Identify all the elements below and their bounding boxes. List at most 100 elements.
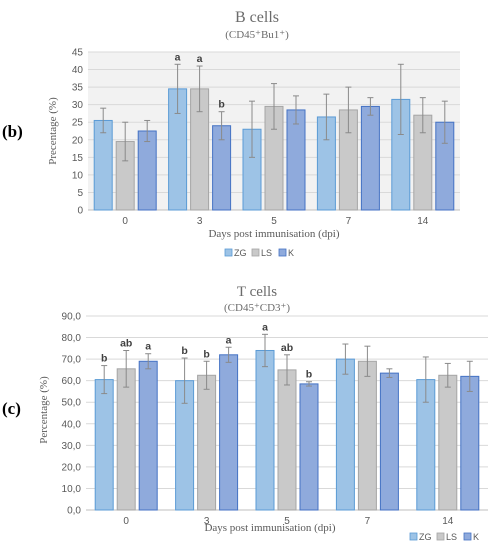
chart-c-ylabel: Percentage (%) [38, 376, 50, 444]
chart-b-category-label: 0 [122, 216, 128, 227]
chart-c-legend-label-k: K [473, 532, 479, 542]
chart-c-ytick-label: 40,0 [62, 419, 82, 430]
chart-b-error-bar [345, 86, 352, 134]
chart-c-bar-zg [255, 349, 275, 511]
chart-c-error-bar [262, 333, 268, 368]
chart-c-error-bar [101, 365, 108, 395]
chart-b-ylabel: Precentage (%) [47, 97, 59, 165]
chart-b-ytick-label: 40 [72, 65, 84, 76]
chart-b-error-bar [367, 97, 374, 116]
chart-b-ytick-label: 45 [72, 48, 84, 59]
chart-b-category-label: 7 [346, 216, 352, 227]
chart-c-significance-label: b [101, 353, 107, 365]
chart-c-significance-label: a [226, 334, 232, 346]
chart-b-bar-k [286, 109, 306, 211]
chart-b-error-bar [419, 97, 426, 134]
chart-b-ytick-label: 15 [72, 153, 84, 164]
chart-c-significance-label: b [306, 369, 312, 381]
chart-b-legend-label-k: K [288, 248, 294, 258]
chart-c-panel-label: (c) [2, 399, 21, 418]
chart-c-legend-label-zg: ZG [419, 532, 432, 542]
chart-c-legend-swatch-ls [436, 532, 445, 541]
chart-b-category-label: 3 [197, 216, 203, 227]
chart-c-bar-k [299, 383, 319, 511]
chart-c-ytick-label: 20,0 [62, 462, 82, 473]
chart-b-error-bar [196, 65, 203, 113]
chart-c-significance-label: b [203, 348, 209, 360]
chart-c-ytick-label: 90,0 [62, 312, 82, 323]
chart-c-ytick-label: 70,0 [62, 355, 82, 366]
chart-b-ytick-label: 25 [72, 118, 84, 129]
chart-c-error-bar [284, 354, 290, 386]
chart-b-significance-label: b [218, 99, 224, 111]
chart-b-error-bar [144, 119, 151, 143]
chart-b-error-bar [100, 107, 107, 134]
chart-b-error-bar [323, 93, 330, 141]
chart-c-ytick-label: 10,0 [62, 484, 82, 495]
chart-b-bar-k [137, 130, 157, 211]
chart-b-bar-k [360, 105, 380, 211]
chart-c-significance-label: ab [120, 337, 132, 349]
chart-c-error-bar [203, 360, 210, 390]
chart-b-legend-swatch-ls [251, 248, 260, 257]
chart-b-category-label: 14 [417, 216, 429, 227]
chart-c-ytick-label: 60,0 [62, 376, 82, 387]
chart-c-category-label: 7 [365, 516, 371, 527]
chart-c-xlabel: Days post immunisation (dpi) [204, 522, 335, 534]
chart-c-bar-ls [357, 360, 377, 511]
chart-b-legend-label-ls: LS [261, 248, 272, 258]
chart-b-title: B cells [235, 9, 279, 26]
chart-c-category-label: 14 [442, 516, 454, 527]
chart-b-ytick-label: 10 [72, 170, 84, 181]
chart-c-bar-k [379, 372, 399, 511]
chart-c-bar-ls [116, 368, 136, 511]
chart-b-legend-label-zg: ZG [234, 248, 247, 258]
chart-b-bar-zg [93, 119, 113, 211]
chart-c-subtitle: (CD45⁺CD3⁺) [224, 302, 290, 314]
chart-b-ytick-label: 35 [72, 83, 84, 94]
chart-c-bar-ls [277, 369, 297, 511]
chart-c-bar-k [460, 375, 480, 511]
chart-b-xlabel: Days post immunisation (dpi) [208, 228, 339, 240]
chart-c-ytick-label: 50,0 [62, 398, 82, 409]
chart-b-ytick-label: 30 [72, 100, 84, 111]
chart-b-panel-label: (b) [2, 122, 23, 141]
chart-b-ytick-label: 0 [77, 206, 83, 217]
chart-c-bar-k [138, 360, 158, 511]
chart-c-category-label: 3 [204, 516, 210, 527]
chart-c-legend-swatch-k [463, 532, 472, 541]
chart-b-error-bar [397, 63, 404, 136]
chart-b-significance-label: a [175, 51, 181, 63]
chart-c-bar-zg [94, 379, 114, 511]
chart-c-bar-ls [197, 374, 217, 511]
chart-b-error-bar [174, 63, 181, 114]
chart-c-error-bar [342, 343, 349, 375]
chart-c-ytick-label: 0,0 [67, 506, 81, 517]
chart-b-error-bar [218, 111, 225, 141]
chart-c-error-bar [364, 345, 371, 377]
chart-b-category-label: 5 [271, 216, 277, 227]
chart-b-legend: ZG LS K [224, 248, 294, 258]
chart-b-legend-swatch-k [278, 248, 287, 257]
chart-b-ytick-label: 20 [72, 135, 84, 146]
chart-c-error-bar [444, 362, 451, 388]
chart-b-error-bar [122, 121, 129, 162]
chart-c-significance-label: a [145, 341, 151, 353]
chart-c-error-bar [422, 356, 429, 403]
chart-c-significance-label: a [262, 321, 268, 333]
chart-c-error-bar [145, 353, 152, 370]
chart-c-significance-label: b [181, 345, 187, 357]
chart-c-legend-swatch-zg [409, 532, 418, 541]
chart-b-error-bar [441, 100, 448, 144]
chart-c-significance-label: ab [281, 342, 293, 354]
chart-c-legend: ZG LS K [409, 532, 479, 542]
chart-c-bar-ls [438, 374, 458, 511]
chart-c-bar-k [219, 354, 239, 511]
chart-b-error-bar [249, 100, 255, 158]
chart-c-category-label: 0 [123, 516, 129, 527]
chart-b-legend-swatch-zg [224, 248, 233, 257]
chart-c-error-bar [123, 349, 130, 388]
chart-c-error-bar [466, 360, 473, 392]
chart-c-error-bar [306, 381, 312, 387]
chart-b-subtitle: (CD45⁺Bu1⁺) [225, 29, 289, 41]
